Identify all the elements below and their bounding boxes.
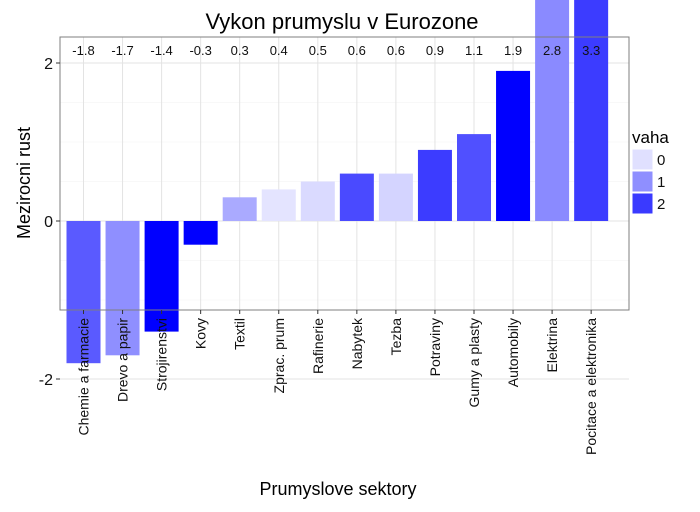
data-label: -0.3 [189, 43, 211, 58]
legend-label: 0 [657, 152, 665, 169]
y-tick-label: -2 [39, 372, 53, 389]
data-label: 0.6 [348, 43, 366, 58]
bar [417, 149, 452, 221]
chart-title: Vykon prumyslu v Eurozone [205, 9, 478, 34]
data-label: 0.9 [426, 43, 444, 58]
y-tick-label: 2 [44, 56, 53, 73]
x-axis-label: Prumyslove sektory [259, 479, 416, 499]
bar [222, 197, 257, 221]
x-tick-label: Zprac. prum [271, 318, 287, 393]
data-label: 0.3 [231, 43, 249, 58]
data-label: 2.8 [543, 43, 561, 58]
legend: vaha 0 1 2 [631, 128, 669, 215]
bar [300, 181, 335, 221]
bar [496, 70, 531, 222]
x-tick-label: Elektrina [544, 318, 560, 373]
x-tick-label: Tezba [388, 318, 404, 356]
bar [378, 173, 413, 221]
data-label: 0.5 [309, 43, 327, 58]
x-axis: Chemie a farmacie Drevo a papir Strojirens… [76, 310, 599, 455]
data-label: 1.1 [465, 43, 483, 58]
data-labels: -1.8 -1.7 -1.4 -0.3 0.3 0.4 0.5 0.6 0.6 0.9 1.1 1.9… [72, 43, 600, 58]
legend-swatch [631, 170, 654, 193]
bar [105, 221, 140, 356]
legend-label: 1 [657, 174, 665, 191]
grid [60, 37, 629, 380]
x-tick-label: Pocitace a elektronika [583, 318, 599, 455]
legend-title: vaha [632, 128, 669, 147]
y-axis: -2024 [39, 56, 60, 389]
bar [144, 221, 179, 332]
x-tick-label: Potraviny [427, 318, 443, 376]
bar [457, 134, 491, 221]
bar [261, 189, 296, 221]
legend-label: 2 [657, 196, 665, 213]
data-label: -1.8 [72, 43, 94, 58]
y-axis-label: Mezirocni rust [14, 127, 34, 239]
x-tick-label: Chemie a farmacie [76, 318, 92, 436]
data-label: 0.6 [387, 43, 405, 58]
x-tick-label: Automobily [505, 318, 521, 387]
data-label: 1.9 [504, 43, 522, 58]
bar [535, 0, 570, 221]
bar [66, 221, 101, 364]
legend-swatch [631, 192, 654, 215]
legend-swatch [631, 148, 654, 171]
x-tick-label: Strojirenstvi [154, 318, 170, 391]
x-tick-label: Textil [232, 318, 248, 350]
bar [339, 173, 374, 221]
data-label: 0.4 [270, 43, 288, 58]
x-tick-label: Kovy [193, 318, 209, 349]
x-tick-label: Rafinerie [310, 318, 326, 374]
data-label: -1.7 [111, 43, 133, 58]
x-tick-label: Nabytek [349, 317, 365, 369]
x-tick-label: Drevo a papir [115, 318, 131, 402]
data-label: -1.4 [150, 43, 172, 58]
x-tick-label: Gumy a plasty [466, 318, 482, 407]
data-label: 3.3 [582, 43, 600, 58]
bar [574, 0, 609, 222]
bar [183, 221, 218, 245]
bars [66, 0, 609, 364]
y-tick-label: 0 [44, 214, 53, 231]
panel-border [59, 36, 630, 311]
